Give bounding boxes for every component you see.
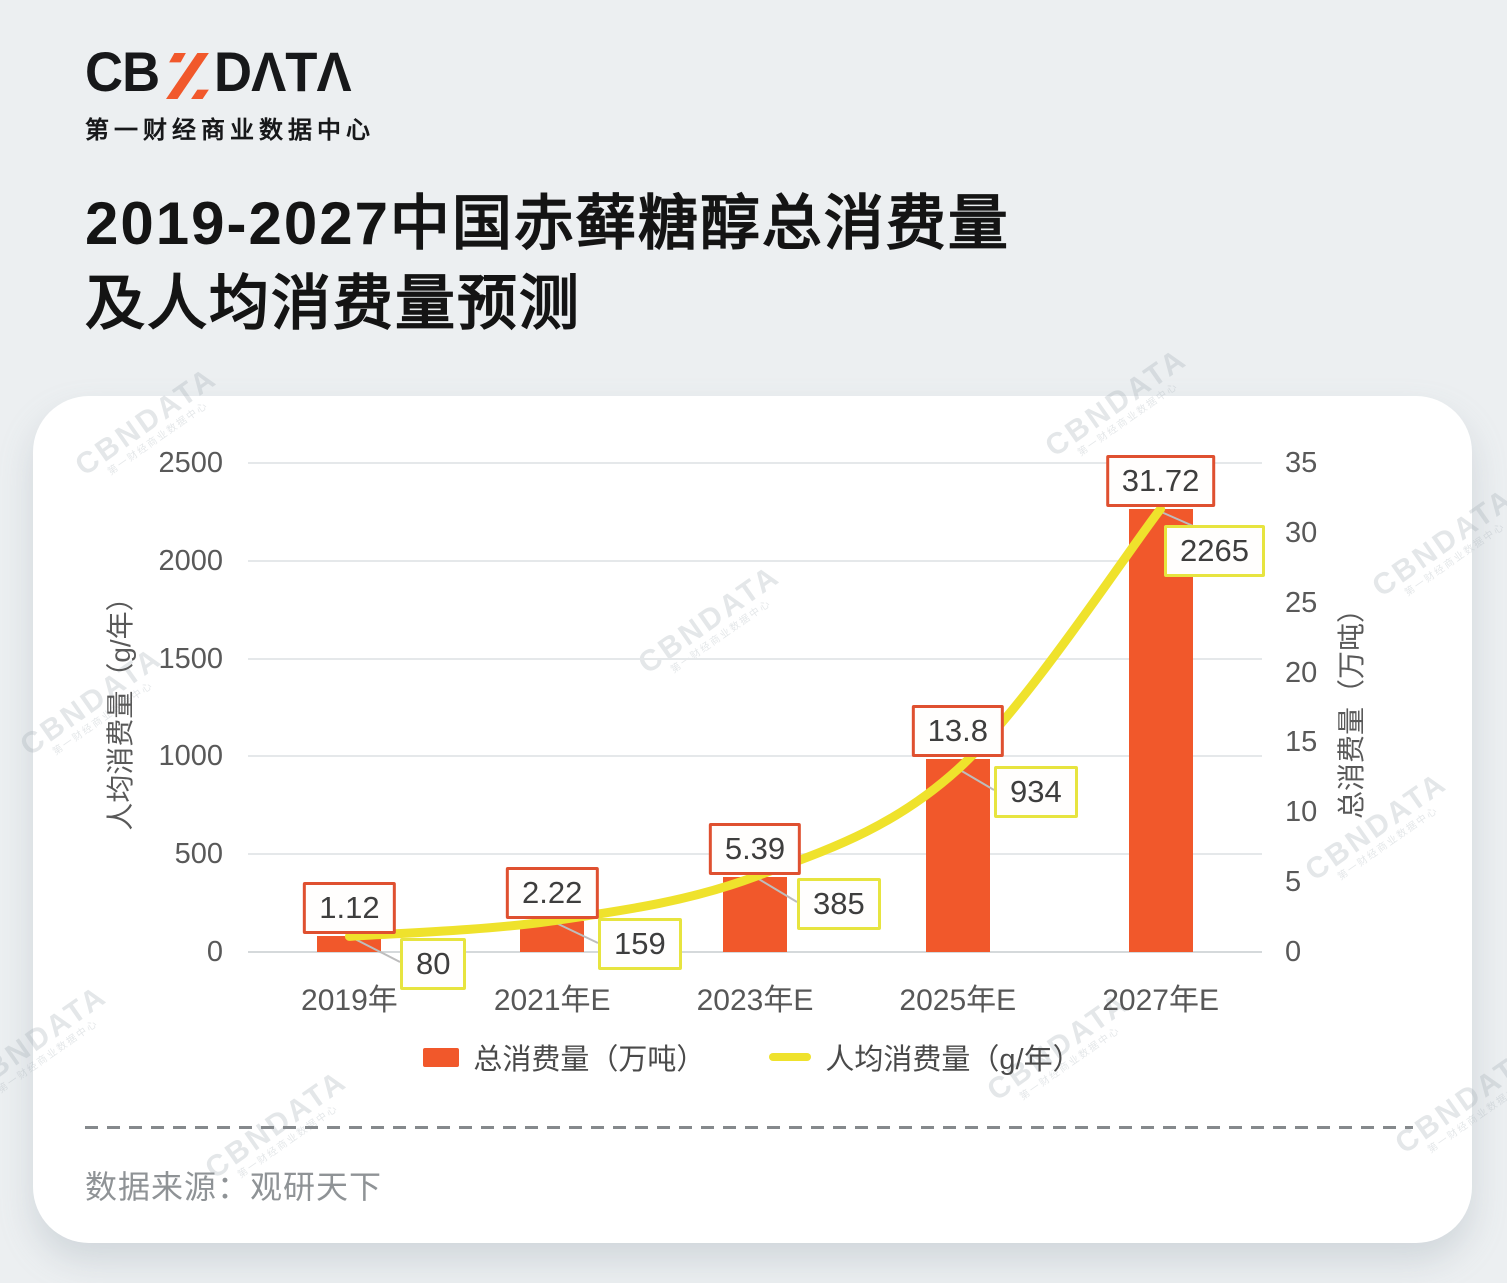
- x-axis-label: 2027年E: [1102, 984, 1219, 1017]
- page-title-line2: 及人均消费量预测: [85, 270, 581, 337]
- bar-swatch-icon: [423, 1047, 460, 1067]
- data-source-label: 数据来源：观研天下: [85, 1169, 383, 1205]
- cbndata-logo: CB DΛTΛ: [85, 44, 359, 100]
- right-axis-tick: 15: [1285, 726, 1318, 759]
- left-axis-tick: 2000: [158, 544, 223, 577]
- logo-text-cb: CB: [85, 40, 160, 103]
- gridline: [248, 755, 1262, 758]
- logo-text-data: DΛTΛ: [213, 40, 352, 103]
- right-axis-tick: 35: [1285, 447, 1318, 479]
- line-value-label: 934: [994, 766, 1078, 818]
- x-axis-line: [248, 951, 1262, 953]
- legend-item-bar: 总消费量（万吨）: [423, 1036, 705, 1078]
- right-axis-title: 总消费量（万吨）: [1336, 594, 1367, 820]
- total-consumption-bar: [925, 759, 990, 952]
- line-value-label: 80: [400, 938, 467, 990]
- bar-value-label: 5.39: [708, 822, 802, 875]
- line-series-svg: [344, 504, 1201, 963]
- legend-item-line: 人均消费量（g/年）: [769, 1036, 1082, 1078]
- total-consumption-bar: [723, 876, 787, 952]
- chart-legend: 总消费量（万吨） 人均消费量（g/年）: [33, 1036, 1472, 1078]
- x-axis-label: 2025年E: [899, 984, 1017, 1017]
- right-axis-tick: 20: [1285, 656, 1318, 689]
- line-value-label: 385: [797, 878, 881, 930]
- gridline: [248, 559, 1262, 562]
- left-axis-title: 人均消费量（g/年）: [105, 583, 136, 831]
- bar-value-label: 2.22: [506, 866, 599, 919]
- logo-n-icon: [165, 53, 209, 99]
- right-axis-tick: 0: [1285, 936, 1302, 968]
- left-axis-tick: 1000: [158, 740, 223, 773]
- gridline: [248, 657, 1262, 660]
- bar-value-label: 13.8: [911, 705, 1004, 758]
- chart-area: 人均消费量（g/年） 总消费量（万吨） 总消费量（万吨） 人均消费量（g/年） …: [33, 396, 1472, 1243]
- x-axis-label: 2019年: [301, 984, 398, 1017]
- left-axis-tick: 500: [174, 838, 223, 871]
- right-axis-tick: 10: [1285, 796, 1318, 829]
- logo-subtitle: 第一财经商业数据中心: [85, 117, 375, 144]
- bar-value-label: 1.12: [303, 882, 396, 935]
- left-axis-tick: 0: [206, 936, 223, 968]
- legend-label-line: 人均消费量（g/年）: [825, 1044, 1082, 1076]
- gridline: [248, 462, 1262, 464]
- line-swatch-icon: [769, 1053, 812, 1061]
- line-value-label: 2265: [1164, 525, 1265, 577]
- total-consumption-bar: [317, 936, 382, 952]
- left-axis-tick: 1500: [158, 642, 223, 675]
- legend-label-bar: 总消费量（万吨）: [473, 1044, 706, 1076]
- dashed-divider: [85, 1126, 1413, 1129]
- x-axis-label: 2021年E: [493, 984, 611, 1017]
- left-axis-tick: 2500: [158, 447, 223, 479]
- line-value-label: 159: [598, 918, 682, 970]
- page-title: 2019-2027中国赤藓糖醇总消费量 及人均消费量预测: [85, 184, 1010, 344]
- bar-value-label: 31.72: [1105, 454, 1216, 507]
- x-axis-label: 2023年E: [696, 984, 814, 1017]
- right-axis-tick: 25: [1285, 586, 1318, 619]
- page-title-line1: 2019-2027中国赤藓糖醇总消费量: [85, 190, 1010, 257]
- right-axis-tick: 5: [1285, 866, 1302, 899]
- total-consumption-bar: [520, 920, 585, 952]
- right-axis-tick: 30: [1285, 516, 1318, 549]
